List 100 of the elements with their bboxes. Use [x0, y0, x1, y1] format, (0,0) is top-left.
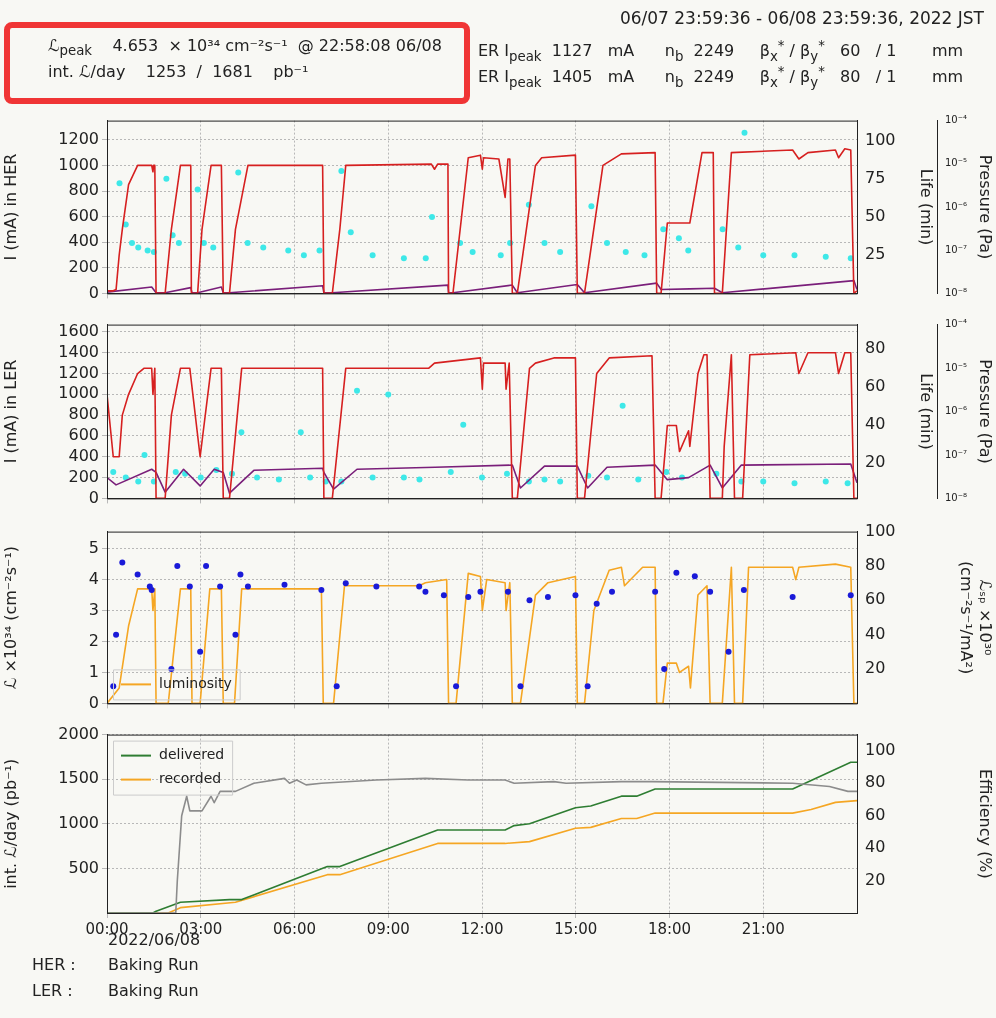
- text: int. ℒ/day 1253 / 1681 pb⁻¹: [48, 62, 309, 81]
- y-axis-title: I (mA) in HER: [0, 153, 20, 261]
- x-tick-label: 12:00: [460, 919, 504, 938]
- legend-label: delivered: [159, 746, 225, 763]
- y-tick-label: 200: [68, 466, 99, 486]
- y2-tick-label: 75: [865, 167, 886, 187]
- y3-tick-label: 10⁻⁷: [945, 243, 968, 255]
- y3-tick-label: 10⁻⁵: [945, 157, 968, 169]
- point: [174, 562, 181, 569]
- point: [789, 593, 796, 600]
- point: [197, 648, 204, 655]
- y3-tick-label: 10⁻⁴: [945, 114, 968, 126]
- text: Baking Run: [108, 955, 199, 974]
- point: [342, 580, 349, 587]
- point: [134, 571, 141, 578]
- x-tick-label: 21:00: [741, 919, 785, 938]
- point: [526, 597, 533, 604]
- y-tick-label: 1000: [58, 154, 99, 174]
- y-tick-label: 600: [68, 205, 99, 225]
- point: [517, 683, 524, 690]
- point: [422, 588, 429, 595]
- y3-tick-label: 10⁻⁶: [945, 200, 968, 212]
- y2-tick-label: 60: [865, 376, 886, 396]
- y2-tick-label: 100: [865, 520, 896, 540]
- point: [593, 600, 600, 607]
- y2-tick-label: 40: [865, 837, 886, 857]
- y3-axis-title: Pressure (Pa): [976, 359, 996, 464]
- point: [148, 587, 155, 594]
- point: [609, 588, 615, 595]
- y2-tick-label: 20: [865, 658, 886, 678]
- point: [281, 581, 288, 588]
- text: Baking Run: [108, 981, 199, 1000]
- legend-label: recorded: [159, 770, 222, 787]
- point: [661, 666, 668, 673]
- y3-tick-label: 10⁻⁵: [945, 361, 968, 373]
- y-axis-title: I (mA) in LER: [0, 359, 20, 464]
- y-tick-label: 2: [88, 630, 99, 650]
- point: [673, 569, 680, 576]
- y-tick-label: 2000: [58, 723, 99, 743]
- y-axis-title: int. ℒ/day (pb⁻¹): [0, 758, 20, 889]
- point: [113, 631, 120, 638]
- y2-tick-label: 40: [865, 413, 886, 433]
- text: HER :: [32, 955, 76, 974]
- y-tick-label: 0: [88, 692, 99, 712]
- y3-tick-label: 10⁻⁷: [945, 448, 968, 460]
- point: [244, 583, 251, 590]
- y3-tick-label: 10⁻⁶: [945, 405, 968, 417]
- y2-tick-label: 100: [865, 739, 896, 759]
- x-tick-label: 15:00: [554, 919, 598, 938]
- point: [544, 593, 551, 600]
- text: LER :: [32, 981, 73, 1000]
- y-tick-label: 600: [68, 425, 99, 445]
- text: ER I$_{peak}$ 1127 mA n$_{b}$ 2249 β$_{x}$$^{*}$ / β$_{y}$$^{*}$ 60 / 1 mm: [478, 38, 964, 64]
- point: [740, 587, 747, 594]
- point: [477, 588, 484, 595]
- point: [186, 583, 193, 590]
- point: [318, 587, 325, 594]
- point: [119, 559, 126, 566]
- point: [465, 593, 472, 600]
- y-tick-label: 1200: [58, 128, 99, 148]
- y-tick-label: 1000: [58, 383, 99, 403]
- y2-axis-title: Efficiency (%): [976, 768, 996, 879]
- y-tick-label: 800: [68, 180, 99, 200]
- y2-tick-label: 80: [865, 555, 886, 575]
- y-axis-title: ℒ ×10³⁴ (cm⁻²s⁻¹): [0, 545, 20, 690]
- y-tick-label: 1500: [58, 768, 99, 788]
- y-tick-label: 400: [68, 231, 99, 251]
- y2-axis-title: ℒₛₚ ×10³⁰ (cm⁻²s⁻¹/mA²): [957, 560, 996, 675]
- y-tick-label: 4: [88, 568, 99, 588]
- point: [453, 683, 460, 690]
- text: ER I$_{peak}$ 1405 mA n$_{b}$ 2249 β$_{x}$$^{*}$ / β$_{y}$$^{*}$ 80 / 1 mm: [478, 64, 964, 90]
- y2-axis-title: Life (min): [917, 168, 937, 246]
- point: [584, 683, 591, 690]
- y-tick-label: 1600: [58, 321, 99, 341]
- point: [691, 573, 698, 580]
- y-tick-label: 200: [68, 256, 99, 276]
- y-tick-label: 800: [68, 404, 99, 424]
- y2-tick-label: 25: [865, 244, 886, 264]
- point: [217, 583, 224, 590]
- point: [440, 592, 447, 599]
- point: [847, 592, 854, 599]
- x-tick-label: 09:00: [366, 919, 410, 938]
- point: [416, 583, 423, 590]
- y-tick-label: 5: [88, 537, 99, 557]
- chart-title: 06/07 23:59:36 - 06/08 23:59:36, 2022 JST: [619, 8, 984, 28]
- y-tick-label: 3: [88, 599, 99, 619]
- y2-tick-label: 80: [865, 772, 886, 792]
- point: [237, 571, 244, 578]
- point: [373, 583, 380, 590]
- y2-tick-label: 50: [865, 206, 886, 226]
- y3-tick-label: 10⁻⁸: [945, 491, 968, 503]
- y-tick-label: 1: [88, 661, 99, 681]
- point: [652, 588, 659, 595]
- y2-tick-label: 60: [865, 804, 886, 824]
- y2-tick-label: 100: [865, 129, 896, 149]
- x-tick-label: 06:00: [272, 919, 317, 938]
- y2-tick-label: 60: [865, 589, 886, 609]
- point: [504, 588, 511, 595]
- y-tick-label: 1000: [58, 812, 99, 832]
- y-tick-label: 0: [88, 487, 99, 507]
